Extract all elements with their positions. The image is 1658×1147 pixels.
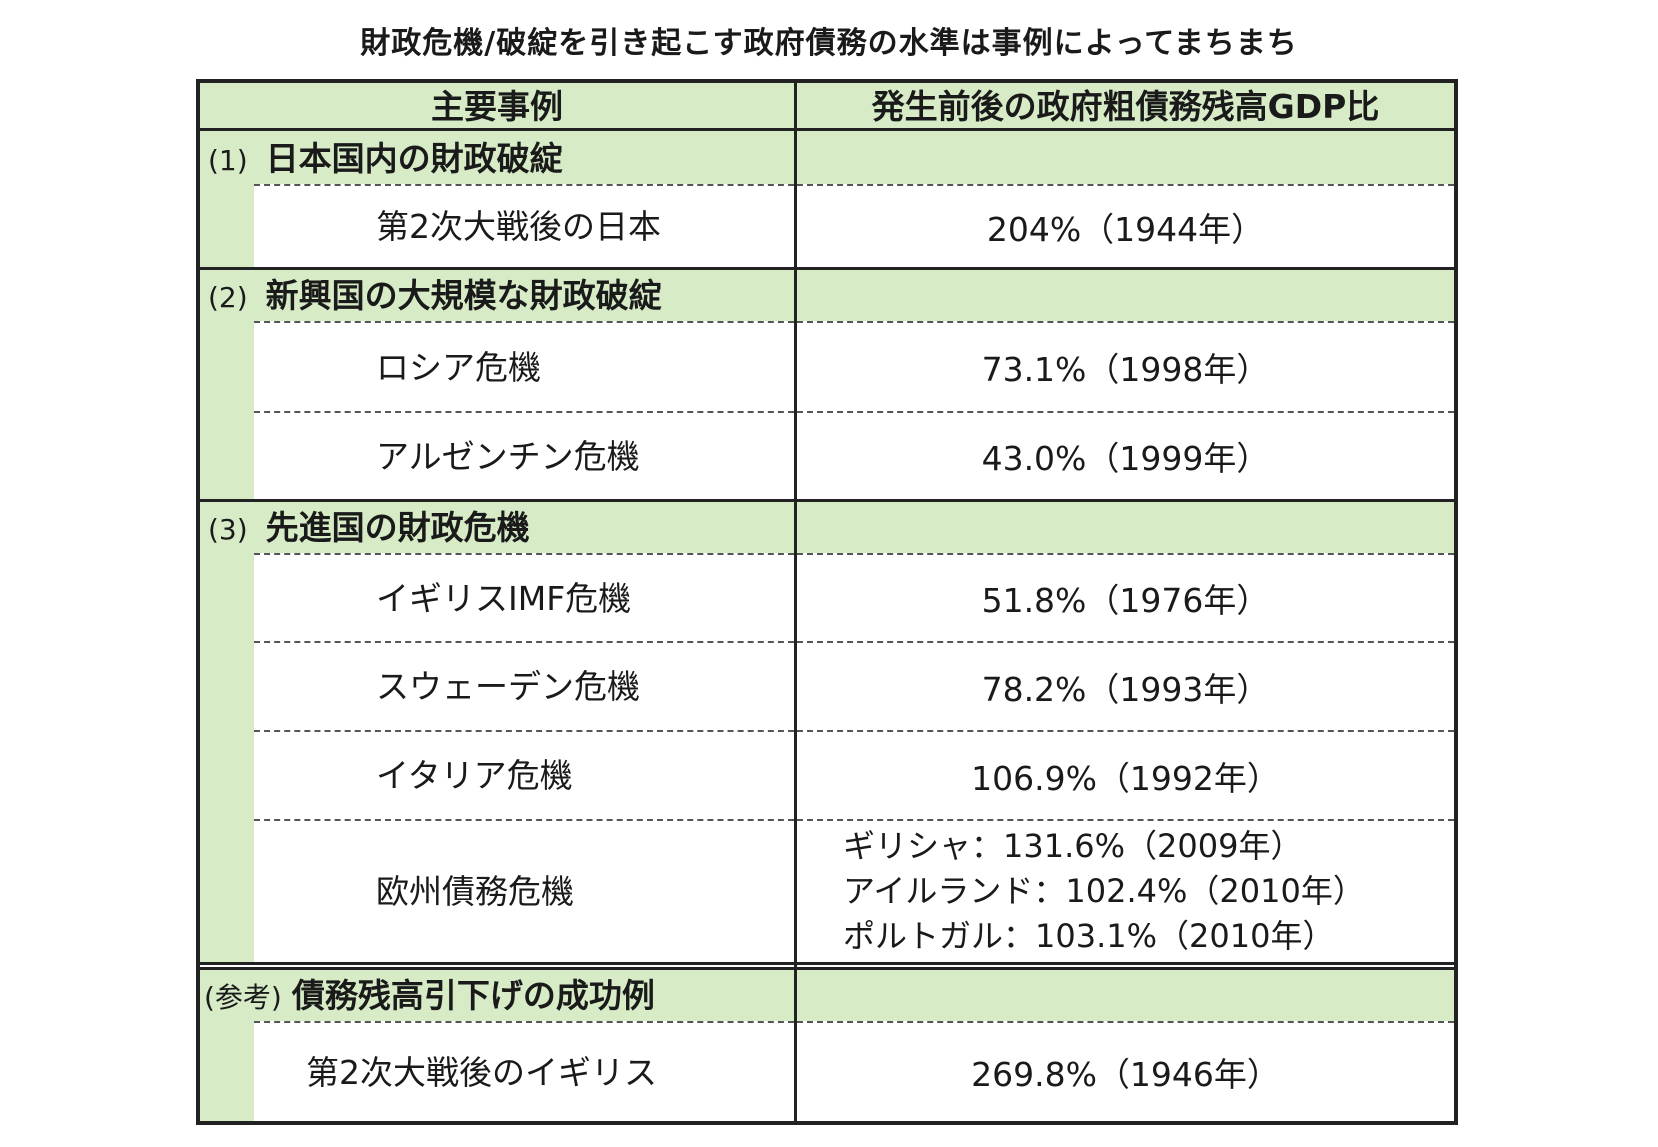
row-argentina-value: 43.0%（1999年）	[797, 411, 1454, 499]
case-name: ロシア危機	[376, 347, 541, 387]
case-name: スウェーデン危機	[376, 667, 640, 706]
header-debt-ratio: 発生前後の政府粗債務残高GDP比	[797, 83, 1454, 131]
section-1-title: (1) 日本国内の財政破綻	[208, 133, 563, 185]
section-3-label: 先進国の財政危機	[265, 508, 530, 547]
debt-value: 204%（1944年）	[986, 209, 1265, 249]
case-name: イギリスIMF危機	[376, 578, 632, 618]
section-ref-label: 債務残高引下げの成功例	[291, 976, 655, 1015]
row-uk-imf-value: 51.8%（1976年）	[797, 553, 1454, 641]
section-2-number: (2)	[208, 281, 248, 314]
row-euro-debt-value: ギリシャ：131.6%（2009年） アイルランド：102.4%（2010年） …	[797, 819, 1454, 962]
section-1-number: (1)	[208, 144, 248, 177]
case-name: 第2次大戦後のイギリス	[306, 1052, 657, 1092]
debt-value: 51.8%（1976年）	[981, 581, 1270, 620]
case-name: 欧州債務危機	[376, 872, 574, 911]
debt-value-ireland: アイルランド：102.4%（2010年）	[843, 872, 1365, 910]
section-divider-double	[200, 962, 1454, 970]
debt-value: 73.1%（1998年）	[981, 350, 1270, 389]
row-uk-imf: イギリスIMF危機	[254, 553, 794, 641]
debt-value-portugal: ポルトガル：103.1%（2010年）	[843, 917, 1335, 955]
row-italy: イタリア危機	[254, 730, 794, 819]
case-name: 第2次大戦後の日本	[376, 207, 661, 246]
header-main-cases: 主要事例	[200, 83, 794, 131]
row-euro-debt: 欧州債務危機	[254, 819, 794, 962]
debt-value: 43.0%（1999年）	[981, 439, 1270, 478]
row-russia: ロシア危機	[254, 321, 794, 411]
debt-value: 78.2%（1993年）	[981, 669, 1270, 709]
debt-value: 269.8%（1946年）	[971, 1055, 1280, 1094]
section-ref-title: (参考) 債務残高引下げの成功例	[204, 970, 655, 1022]
case-name: アルゼンチン危機	[376, 436, 640, 476]
row-uk-postwar: 第2次大戦後のイギリス	[254, 1021, 794, 1121]
debt-value: 106.9%（1992年）	[971, 758, 1280, 798]
row-uk-postwar-value: 269.8%（1946年）	[797, 1021, 1454, 1121]
section-3-title: (3) 先進国の財政危機	[208, 502, 530, 554]
section-2-title: (2) 新興国の大規模な財政破綻	[208, 270, 662, 322]
debt-table: 主要事例 発生前後の政府粗債務残高GDP比 (1) 日本国内の財政破綻 第2次大戦…	[196, 79, 1458, 1125]
row-italy-value: 106.9%（1992年）	[797, 730, 1454, 819]
row-argentina: アルゼンチン危機	[254, 411, 794, 499]
row-russia-value: 73.1%（1998年）	[797, 321, 1454, 411]
row-japan-postwar: 第2次大戦後の日本	[254, 184, 794, 267]
debt-value-greece: ギリシャ：131.6%（2009年）	[843, 827, 1303, 865]
section-divider	[200, 267, 1454, 270]
section-2-label: 新興国の大規模な財政破綻	[265, 276, 662, 315]
row-sweden: スウェーデン危機	[254, 641, 794, 730]
row-sweden-value: 78.2%（1993年）	[797, 641, 1454, 730]
section-ref-number: (参考)	[204, 981, 282, 1014]
row-japan-postwar-value: 204%（1944年）	[797, 184, 1454, 267]
column-divider	[794, 83, 797, 1121]
page-title: 財政危機/破綻を引き起こす政府債務の水準は事例によってまちまち	[360, 26, 1298, 61]
section-3-number: (3)	[208, 513, 248, 546]
case-name: イタリア危機	[376, 756, 573, 795]
section-divider	[200, 499, 1454, 502]
section-1-label: 日本国内の財政破綻	[265, 139, 563, 178]
